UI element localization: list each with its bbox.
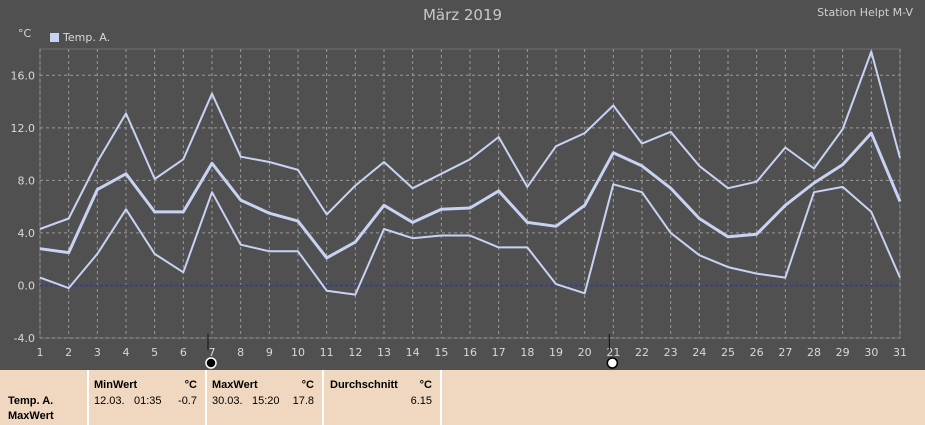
y-tick-label: 0.0: [18, 279, 36, 292]
series-label: Temp. A.: [8, 395, 54, 407]
x-tick-label: 18: [520, 346, 534, 359]
x-tick-label: 4: [123, 346, 130, 359]
max-cell: MaxWert °C 30.03. 15:20 17.8: [207, 370, 324, 425]
min-time: 01:35: [134, 395, 162, 407]
x-tick-label: 20: [578, 346, 592, 359]
avg-unit: °C: [419, 379, 432, 391]
x-axis-ticks: 1 2 3 4 5 6 7 8 9 10 11 12 13 14 15 16 17 18 19 20 21 22 23 24 2…: [37, 346, 908, 359]
x-tick-label: 5: [151, 346, 158, 359]
max-value: 17.8: [292, 395, 314, 407]
y-tick-label: -4.0: [14, 332, 35, 345]
x-tick-label: 25: [721, 346, 735, 359]
x-tick-label: 11: [320, 346, 334, 359]
legend-label: Temp. A.: [63, 31, 111, 44]
row-label-cell: Temp. A. MaxWert: [0, 370, 89, 425]
max-date: 30.03.: [212, 395, 243, 407]
x-tick-label: 12: [348, 346, 362, 359]
chart-area: 16.0 12.0 8.0 4.0 0.0 -4.0 1 2 3 4 5 6 7 8 9 10 11 12 13 1…: [11, 6, 913, 369]
x-tick-label: 17: [492, 346, 506, 359]
marker-group[interactable]: [205, 334, 619, 369]
y-axis-ticks: 16.0 12.0 8.0 4.0 0.0 -4.0: [11, 69, 36, 345]
x-tick-label: 2: [65, 346, 72, 359]
statistics-panel: Temp. A. MaxWert MinWert °C 12.03. 01:35…: [0, 370, 925, 425]
x-tick-label: 23: [664, 346, 678, 359]
min-value: -0.7: [178, 395, 197, 407]
min-unit: °C: [184, 379, 197, 391]
min-date: 12.03.: [94, 395, 125, 407]
x-tick-label: 26: [750, 346, 764, 359]
max-time: 15:20: [252, 395, 280, 407]
x-tick-label: 22: [635, 346, 649, 359]
avg-label: Durchschnitt: [330, 379, 398, 391]
marker-hollow-handle[interactable]: [606, 357, 619, 369]
row-label: MaxWert: [8, 410, 54, 422]
x-tick-label: 29: [836, 346, 850, 359]
y-tick-label: 8.0: [18, 174, 36, 187]
x-tick-label: 19: [549, 346, 563, 359]
marker-filled-handle[interactable]: [205, 357, 217, 369]
legend-swatch: [50, 33, 59, 42]
series-line-max: [39, 50, 901, 230]
y-tick-label: 4.0: [18, 227, 36, 240]
max-unit: °C: [301, 379, 314, 391]
min-label: MinWert: [94, 379, 138, 391]
x-tick-label: 6: [180, 346, 187, 359]
x-tick-label: 28: [807, 346, 821, 359]
avg-value: 6.15: [410, 395, 432, 407]
y-tick-label: 16.0: [11, 69, 36, 82]
x-tick-label: 14: [406, 346, 420, 359]
x-tick-label: 15: [434, 346, 448, 359]
min-cell: MinWert °C 12.03. 01:35 -0.7: [89, 370, 207, 425]
x-tick-label: 9: [266, 346, 273, 359]
series-group: [39, 50, 902, 296]
x-tick-label: 21: [606, 346, 620, 359]
x-tick-label: 27: [778, 346, 792, 359]
x-tick-label: 16: [463, 346, 477, 359]
x-tick-label: 3: [94, 346, 101, 359]
series-line-mean: [39, 131, 902, 260]
max-label: MaxWert: [212, 379, 258, 391]
y-axis-unit: °C: [18, 27, 32, 40]
avg-cell: Durchschnitt °C 6.15: [324, 370, 442, 425]
x-tick-label: 13: [377, 346, 391, 359]
x-tick-label: 10: [291, 346, 305, 359]
legend[interactable]: Temp. A.: [50, 31, 110, 44]
temperature-chart: 16.012.08.04.00.0-4.0 1 2 3 4 5 6 7 8 9 10 11 12 13 1…: [11, 48, 908, 369]
x-tick-label: 24: [692, 346, 706, 359]
x-tick-label: 8: [237, 346, 244, 359]
x-tick-label: 1: [37, 346, 44, 359]
chart-title: März 2019: [422, 6, 503, 24]
x-tick-label: 30: [864, 346, 878, 359]
station-label: Station Helpt M-V: [817, 6, 913, 19]
y-tick-label: 12.0: [11, 122, 36, 135]
x-tick-label: 7: [209, 346, 216, 359]
series-line-min: [39, 183, 901, 296]
x-tick-label: 31: [893, 346, 907, 359]
